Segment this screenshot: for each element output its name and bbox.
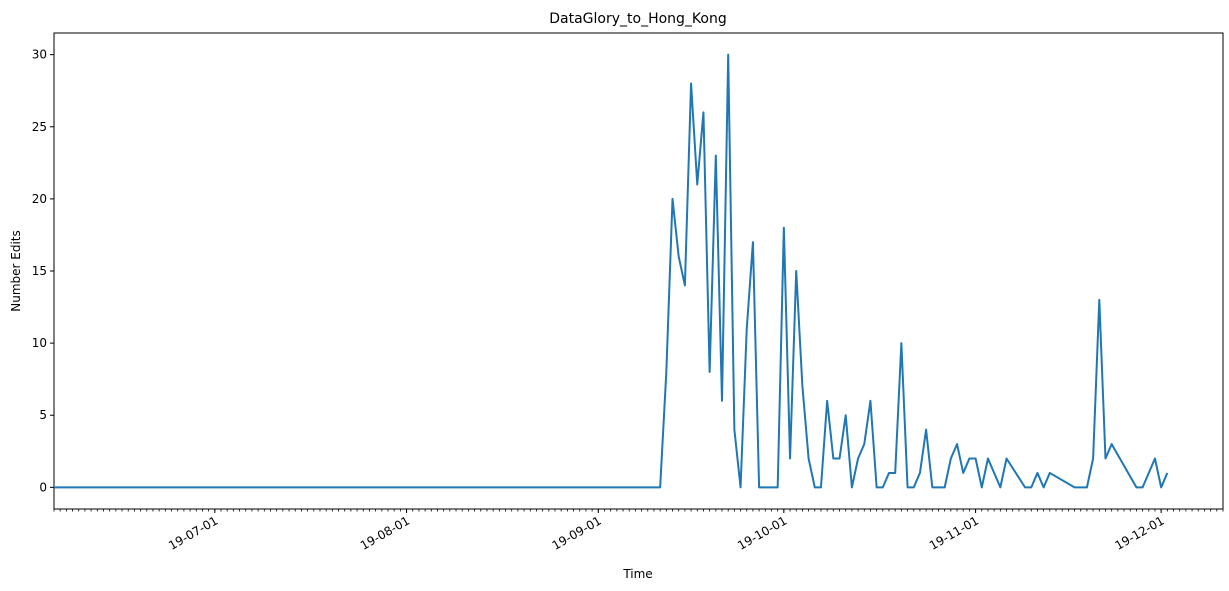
data-point (783, 227, 785, 229)
data-point (715, 155, 717, 157)
data-point (832, 458, 834, 460)
data-point (758, 486, 760, 488)
data-point (1092, 458, 1094, 460)
data-point (820, 486, 822, 488)
y-axis-label: Number Edits (9, 230, 23, 312)
data-point (659, 486, 661, 488)
y-tick-label: 30 (32, 48, 47, 62)
data-point (1154, 458, 1156, 460)
data-point (931, 486, 933, 488)
data-point (987, 458, 989, 460)
data-point (721, 400, 723, 402)
data-point (888, 472, 890, 474)
data-point (733, 429, 735, 431)
data-point (876, 486, 878, 488)
y-tick-label: 25 (32, 120, 47, 134)
y-tick-label: 0 (39, 480, 47, 494)
y-tick-label: 15 (32, 264, 47, 278)
y-axis: 0 5 10 15 20 25 30 (32, 48, 54, 494)
data-point (1049, 472, 1051, 474)
data-point (702, 111, 704, 113)
data-point (1104, 458, 1106, 460)
data-point (851, 486, 853, 488)
data-point (665, 371, 667, 373)
data-point (826, 400, 828, 402)
y-tick-label: 20 (32, 192, 47, 206)
data-point (882, 486, 884, 488)
data-point (696, 183, 698, 185)
data-point (789, 458, 791, 460)
data-point (727, 54, 729, 56)
data-point (814, 486, 816, 488)
data-point (740, 486, 742, 488)
data-point (894, 472, 896, 474)
chart-title: DataGlory_to_Hong_Kong (549, 11, 727, 27)
data-point (1030, 486, 1032, 488)
data-point (999, 486, 1001, 488)
data-point (1043, 486, 1045, 488)
data-point (950, 458, 952, 460)
data-point (1142, 486, 1144, 488)
y-tick-label: 10 (32, 336, 47, 350)
data-point (672, 198, 674, 200)
data-point (801, 385, 803, 387)
data-point (1160, 486, 1162, 488)
data-point (925, 429, 927, 431)
data-point (839, 458, 841, 460)
data-point (1111, 443, 1113, 445)
data-point (913, 486, 915, 488)
data-point (857, 458, 859, 460)
data-point (746, 328, 748, 330)
data-point (900, 342, 902, 344)
data-point (962, 472, 964, 474)
data-point (975, 458, 977, 460)
data-point (1166, 472, 1168, 474)
data-point (1086, 486, 1088, 488)
data-point (1098, 299, 1100, 301)
data-point (770, 486, 772, 488)
data-point (845, 414, 847, 416)
data-point (981, 486, 983, 488)
data-point (968, 458, 970, 460)
data-point (919, 472, 921, 474)
data-point (764, 486, 766, 488)
data-point (752, 241, 754, 243)
data-point (907, 486, 909, 488)
data-point (808, 458, 810, 460)
data-point (863, 443, 865, 445)
data-point (1036, 472, 1038, 474)
data-point (777, 486, 779, 488)
data-point (678, 256, 680, 258)
data-point (709, 371, 711, 373)
data-point (944, 486, 946, 488)
data-point (690, 82, 692, 84)
data-point (53, 486, 55, 488)
data-point (956, 443, 958, 445)
data-point (684, 284, 686, 286)
x-axis-label: Time (622, 567, 652, 581)
data-point (1024, 486, 1026, 488)
y-tick-label: 5 (39, 408, 47, 422)
series-line (54, 53, 1169, 489)
data-point (1006, 458, 1008, 460)
data-point (795, 270, 797, 272)
data-point (1074, 486, 1076, 488)
data-point (869, 400, 871, 402)
data-point (1135, 486, 1137, 488)
data-point (937, 486, 939, 488)
